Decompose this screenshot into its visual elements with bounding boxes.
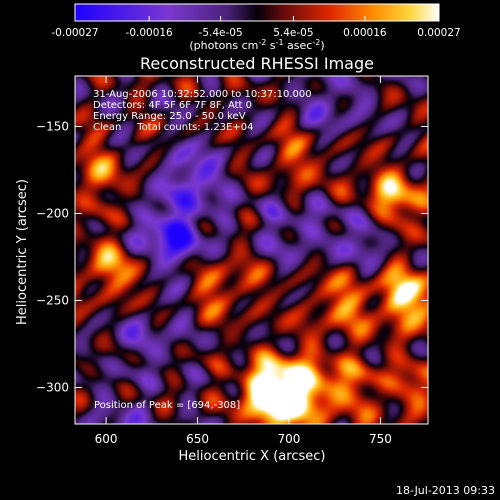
x-tick-label: 600 [95, 432, 118, 446]
colorbar-tick-label: -0.00016 [126, 27, 174, 39]
colorbar-tick-label: 0.00016 [343, 27, 387, 39]
y-axis-label: Heliocentric Y (arcsec) [15, 179, 30, 325]
plot-frame [74, 75, 429, 425]
annotation-time-range: 31-Aug-2006 10:32:52.000 to 10:37:10.000 [93, 89, 312, 100]
x-tick-label: 700 [278, 432, 301, 446]
colorbar-gradient [74, 3, 440, 22]
annotation-peak-position: Position of Peak = [694,-308] [94, 400, 240, 411]
colorbar-tick-label: 0.00027 [417, 27, 460, 39]
x-tick-label: 750 [369, 432, 392, 446]
colorbar-units: (photons cm-2 s-1 asec-2) [189, 38, 324, 52]
x-tick-label: 650 [186, 432, 209, 446]
y-tick-label: −300 [36, 380, 69, 394]
colorbar: -0.00027 -0.00016 -5.4e-05 5.4e-05 0.00016 0.… [51, 3, 461, 52]
y-tick-label: −150 [36, 119, 69, 133]
colorbar-ticks: -0.00027 -0.00016 -5.4e-05 5.4e-05 0.00016 0.… [51, 16, 461, 39]
axis-ticks: 600 650 700 750 −150 −200 −250 −300 [36, 76, 428, 446]
chart-title: Reconstructed RHESSI Image [140, 54, 374, 73]
heatmap-image [75, 76, 428, 424]
footer-timestamp: 18-Jul-2013 09:33 [396, 484, 495, 497]
plot-annotations: 31-Aug-2006 10:32:52.000 to 10:37:10.000… [93, 89, 312, 411]
colorbar-tick-label: -0.00027 [51, 27, 98, 39]
colorbar-tick-label: 5.4e-05 [273, 27, 313, 39]
y-tick-label: −200 [36, 206, 69, 220]
annotation-clean-counts: Clean Total counts: 1.23E+04 [93, 122, 253, 133]
colorbar-tick-label: -5.4e-05 [199, 27, 243, 39]
y-tick-label: −250 [36, 293, 69, 307]
x-axis-label: Heliocentric X (arcsec) [179, 449, 326, 464]
annotation-detectors: Detectors: 4F 5F 6F 7F 8F, Att 0 [93, 100, 252, 111]
annotation-energy-range: Energy Range: 25.0 - 50.0 keV [93, 111, 246, 122]
